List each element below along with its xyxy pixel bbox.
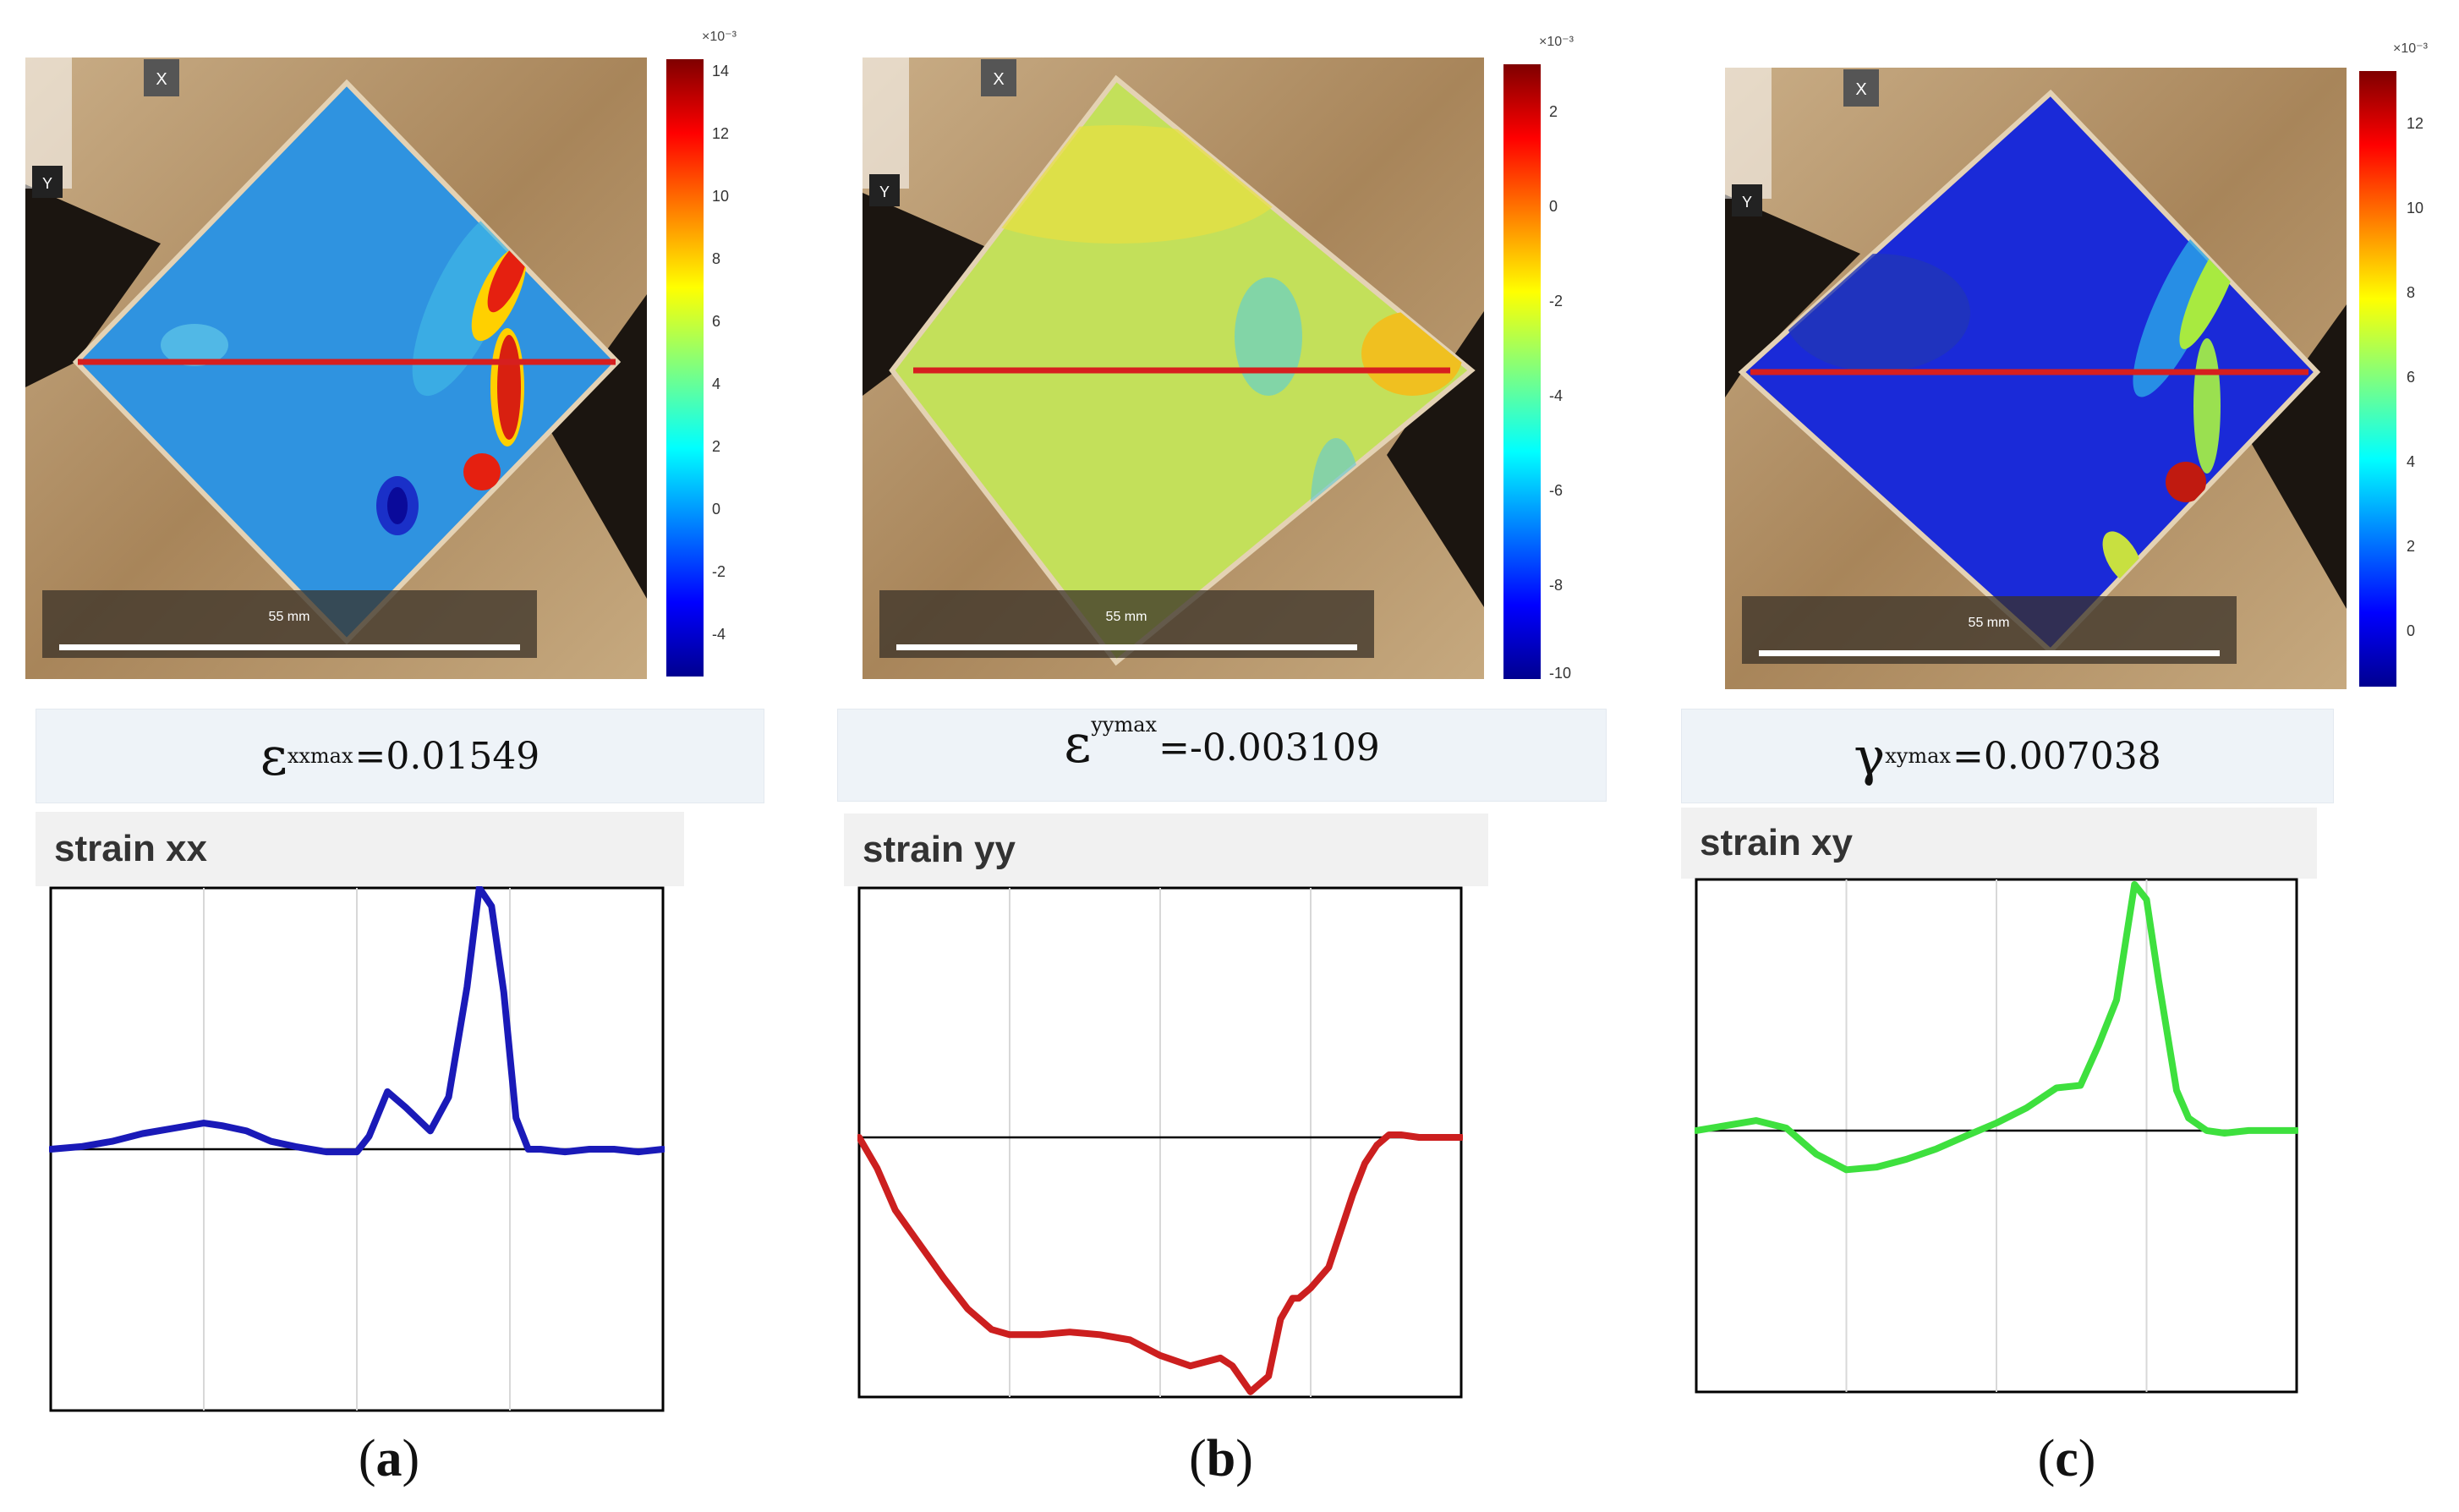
scale-bar-label: 55 mm [1969,616,2010,630]
formula-symbol: ε [1064,713,1092,775]
scale-bar [896,644,1357,650]
colorbar-tick: 14 [712,63,729,79]
colorbar-tick: -2 [712,563,726,580]
fixture-gap [1387,311,1484,607]
strain-series-line [49,886,665,1156]
fixture-gap [863,193,998,396]
formula-symbol: ε [260,725,288,787]
strain-plot-b [857,886,1463,1399]
scale-bar-label: 55 mm [269,610,310,624]
colorbar-tick: 6 [2407,369,2415,386]
fixture-gap [550,294,647,599]
colorbar [666,59,704,677]
scale-bar [1759,650,2220,656]
colorbar-tick: -4 [1549,387,1563,404]
fixture-gap [25,184,161,387]
colorbar-exponent: ×10⁻³ [702,30,737,44]
formula-box-c: γ xymax =0.007038 [1681,709,2334,803]
axis-y-badge [869,174,900,206]
colorbar-tick: -4 [712,626,726,643]
formula-value: =-0.003109 [1158,726,1380,770]
axis-x-badge [1843,69,1879,107]
colorbar-tick: 2 [1549,103,1558,120]
fixture-gap [2249,304,2347,609]
caption-c: (c) [2037,1430,2096,1487]
colorbar-tick: 10 [2407,200,2423,216]
formula-subscript: xxmax [287,744,353,768]
strain-series-line [1695,880,2298,1174]
colorbar-tick: 8 [712,250,720,267]
scale-bar-label: 55 mm [1106,610,1147,624]
colorbar-tick: -6 [1549,482,1563,499]
colorbar-exponent: ×10⁻³ [1539,35,1575,49]
strain-series-line [857,1131,1463,1395]
strain-title-c: strain xy [1681,808,2317,879]
colorbar-tick: 8 [2407,284,2415,301]
colorbar-tick: 4 [712,375,720,392]
axis-corner [1725,68,1772,199]
axis-y-label: Y [879,184,890,200]
dic-image-b: X Y 55 mm ×10⁻³ 2 0 -2 -4 -6 -8 -10 [863,35,1575,682]
strain-plot-a [49,886,665,1412]
caption-a: (a) [358,1430,420,1487]
colorbar-tick: 10 [712,188,729,205]
formula-symbol: γ [1854,725,1886,787]
axis-y-badge [32,166,63,198]
strain-title-b: strain yy [844,814,1488,886]
colorbar-tick: 12 [712,125,729,142]
caption-b: (b) [1189,1430,1253,1487]
colorbar [1503,64,1541,679]
formula-box-a: ε xxmax =0.01549 [36,709,764,803]
dic-image-c: X Y 55 mm ×10⁻³ 12 10 8 6 4 2 0 [1725,41,2429,689]
axis-y-label: Y [42,175,52,192]
formula-value: =0.007038 [1952,734,2161,778]
axis-x-label: X [1855,80,1866,99]
axis-y-label: Y [1742,194,1752,211]
axis-corner [863,58,909,189]
colorbar-tick: 0 [1549,198,1558,215]
strain-title-a: strain xx [36,812,684,886]
strain-plot-c [1695,878,2298,1394]
colorbar-tick: 2 [712,438,720,455]
axis-x-badge [981,59,1016,96]
formula-subscript: yymax [1091,713,1158,737]
colorbar-tick: -2 [1549,293,1563,310]
axis-x-badge [144,59,179,96]
colorbar-tick: 0 [2407,622,2415,639]
formula-value: =0.01549 [354,734,540,778]
axis-x-label: X [156,70,167,89]
colorbar-tick: 12 [2407,115,2423,132]
dic-image-a: X Y 55 mm ×10⁻³ 14 12 10 8 6 4 2 0 -2 -4 [25,30,737,679]
colorbar-exponent: ×10⁻³ [2393,41,2429,56]
scale-bar [59,644,520,650]
colorbar-tick: -10 [1549,665,1571,682]
axis-x-label: X [993,70,1004,89]
colorbar-tick: 2 [2407,538,2415,555]
axis-y-badge [1732,184,1762,216]
colorbar-tick: -8 [1549,577,1563,594]
formula-subscript: xymax [1885,744,1951,768]
formula-box-b: ε yymax =-0.003109 [837,709,1607,802]
colorbar-tick: 4 [2407,453,2415,470]
colorbar [2359,71,2396,687]
colorbar-tick: 6 [712,313,720,330]
fixture-gap [1725,194,1860,397]
colorbar-tick: 0 [712,501,720,518]
